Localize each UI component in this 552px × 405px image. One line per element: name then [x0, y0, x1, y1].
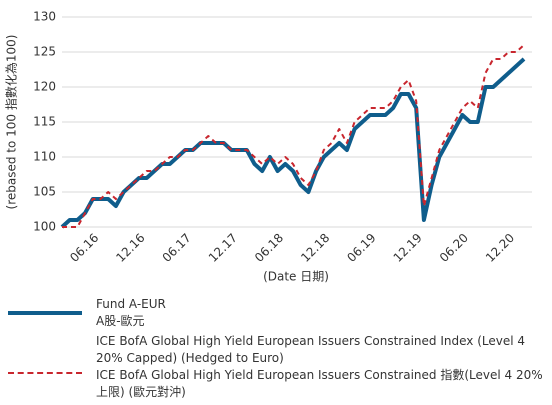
legend-label: ICE BofA Global High Yield European Issu… [96, 334, 543, 399]
x-tick-label: 06.19 [344, 231, 378, 265]
x-tick-label: 06.18 [252, 231, 286, 265]
x-tick-label: 06.20 [437, 231, 471, 265]
x-tick-label: 06.17 [160, 231, 194, 265]
y-tick-label: 115 [33, 115, 56, 129]
y-tick-label: 100 [33, 220, 56, 234]
x-tick-label: 12.18 [298, 231, 332, 265]
y-tick-label: 110 [33, 150, 56, 164]
legend-swatch [8, 372, 82, 374]
x-tick-label: 12.17 [206, 231, 240, 265]
x-tick-label: 06.16 [67, 231, 101, 265]
x-tick-label: 12.19 [391, 231, 425, 265]
series-line [60, 57, 526, 229]
x-axis-label: (Date 日期) [263, 270, 329, 284]
y-axis-label: (rebased to 100 指數化為100) [4, 35, 19, 210]
x-tick-label: 12.16 [113, 231, 147, 265]
legend-label: Fund A-EUR A股-歐元 [96, 297, 166, 328]
y-tick-label: 105 [33, 185, 56, 199]
chart: (rebased to 100 指數化為100) (Date 日期) 100 10… [4, 10, 532, 284]
series-line [62, 44, 525, 228]
x-tick-label: 12.20 [483, 231, 517, 265]
y-tick-label: 125 [33, 45, 56, 59]
y-tick-label: 120 [33, 80, 56, 94]
legend-swatch [8, 311, 82, 315]
y-tick-label: 130 [33, 10, 56, 24]
